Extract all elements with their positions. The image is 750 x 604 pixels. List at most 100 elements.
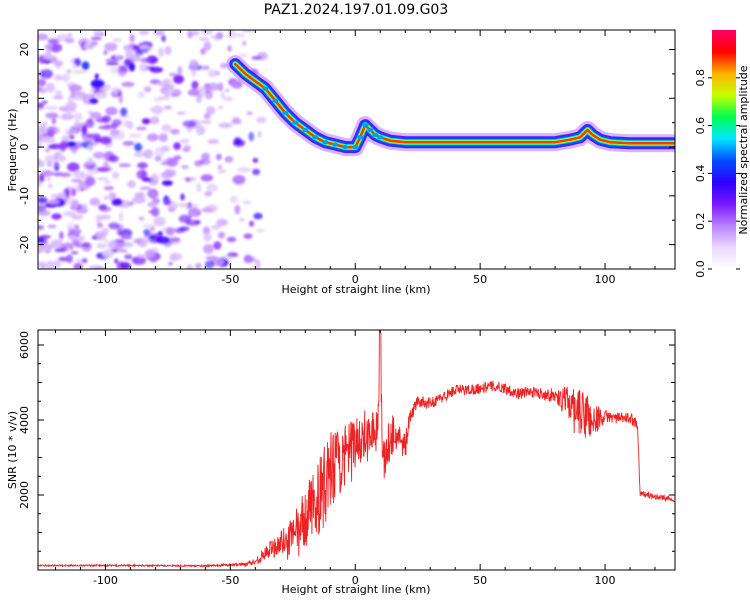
colorbar-tick-label: 0.0 [694,260,707,278]
noise-blob [246,111,253,116]
noise-blob [200,48,206,55]
noise-blob [38,196,48,204]
noise-blob [103,196,108,200]
noise-blob [97,222,103,229]
noise-blob [95,214,102,224]
noise-blob [71,188,77,197]
noise-blob [41,100,48,105]
noise-blob [128,133,142,138]
noise-blob [86,134,94,139]
noise-blob [58,106,69,112]
noise-blob [204,260,215,269]
noise-blob [104,42,118,52]
noise-blob [90,36,102,41]
spectrogram-plot-area [38,30,675,269]
noise-blob [38,78,47,87]
noise-blob [161,180,173,186]
noise-blob [124,241,134,248]
spectrogram-y-axis-label: Frequency (Hz) [6,109,19,192]
noise-blob [99,136,112,145]
noise-blob [189,212,196,216]
colorbar: 0.0 0.2 0.4 0.6 0.8 Normalized spectral ampl… [694,30,750,278]
noise-blob [182,120,197,128]
noise-blob [120,107,128,117]
noise-blob [177,66,183,76]
noise-blob [112,38,122,43]
noise-blob [73,112,83,121]
noise-blob [54,248,66,252]
noise-blob [161,89,175,93]
noise-blob [133,151,147,158]
noise-blob [78,236,85,241]
noise-blob [88,165,95,170]
noise-blob [88,265,103,269]
noise-blob [72,70,87,74]
noise-blob [206,183,218,192]
noise-blob [143,149,154,159]
noise-blob [208,69,217,78]
noise-blob [164,198,172,206]
noise-blob [61,73,71,82]
noise-blob [211,224,222,230]
noise-blob [161,124,172,132]
noise-blob [164,91,170,97]
noise-blob [218,231,225,239]
noise-blob [139,63,150,72]
noise-blob [102,124,114,130]
noise-blob [67,162,80,172]
noise-blob [51,213,62,220]
noise-blob [196,125,206,136]
noise-blob [145,249,155,258]
noise-blob [118,163,131,168]
noise-blob [168,262,173,266]
noise-blob [180,193,185,201]
noise-blob [140,238,154,243]
noise-blob [170,128,180,135]
noise-blob [169,252,183,261]
noise-blob [163,105,173,110]
snr-series-line [38,330,675,568]
noise-blob [38,160,45,168]
noise-blob [154,30,165,36]
noise-blob [233,137,242,145]
noise-blob [200,30,213,35]
noise-blob [153,216,166,227]
spectrogram-y-tick-label: 10 [18,91,31,105]
noise-blob [138,216,145,221]
snr-x-tick-label: -100 [93,574,118,587]
noise-blob [201,65,210,70]
noise-blob [252,157,258,163]
ridge-spot [322,140,329,145]
ridge-spot [262,86,269,91]
noise-blob [71,214,83,220]
spectrogram-x-tick-label: 50 [473,273,487,286]
noise-blob [203,233,213,241]
noise-blob [151,207,160,217]
noise-blob [202,243,214,254]
noise-blob [147,202,158,208]
noise-blob [68,84,83,92]
noise-blob [115,242,123,252]
noise-blob [173,74,184,84]
ridge-spot [367,127,374,132]
noise-blob [176,111,186,115]
noise-blob [150,173,159,184]
noise-blob [256,116,267,124]
noise-blob [206,106,216,115]
noise-blob [173,142,182,151]
colorbar-tick-label: 0.2 [694,212,707,230]
noise-blob [196,182,201,193]
noise-blob [126,120,134,130]
noise-blob [96,243,108,249]
snr-x-tick-label: -50 [221,574,239,587]
noise-blob [154,155,162,162]
noise-blob [143,228,151,236]
spectrogram-y-tick-label: 0 [18,144,31,151]
noise-blob [47,38,60,44]
noise-blob [60,113,74,121]
noise-blob [205,255,219,261]
noise-blob [46,176,51,182]
colorbar-label: Normalized spectral amplitude [737,65,750,234]
noise-blob [85,39,91,49]
noise-blob [108,191,115,201]
